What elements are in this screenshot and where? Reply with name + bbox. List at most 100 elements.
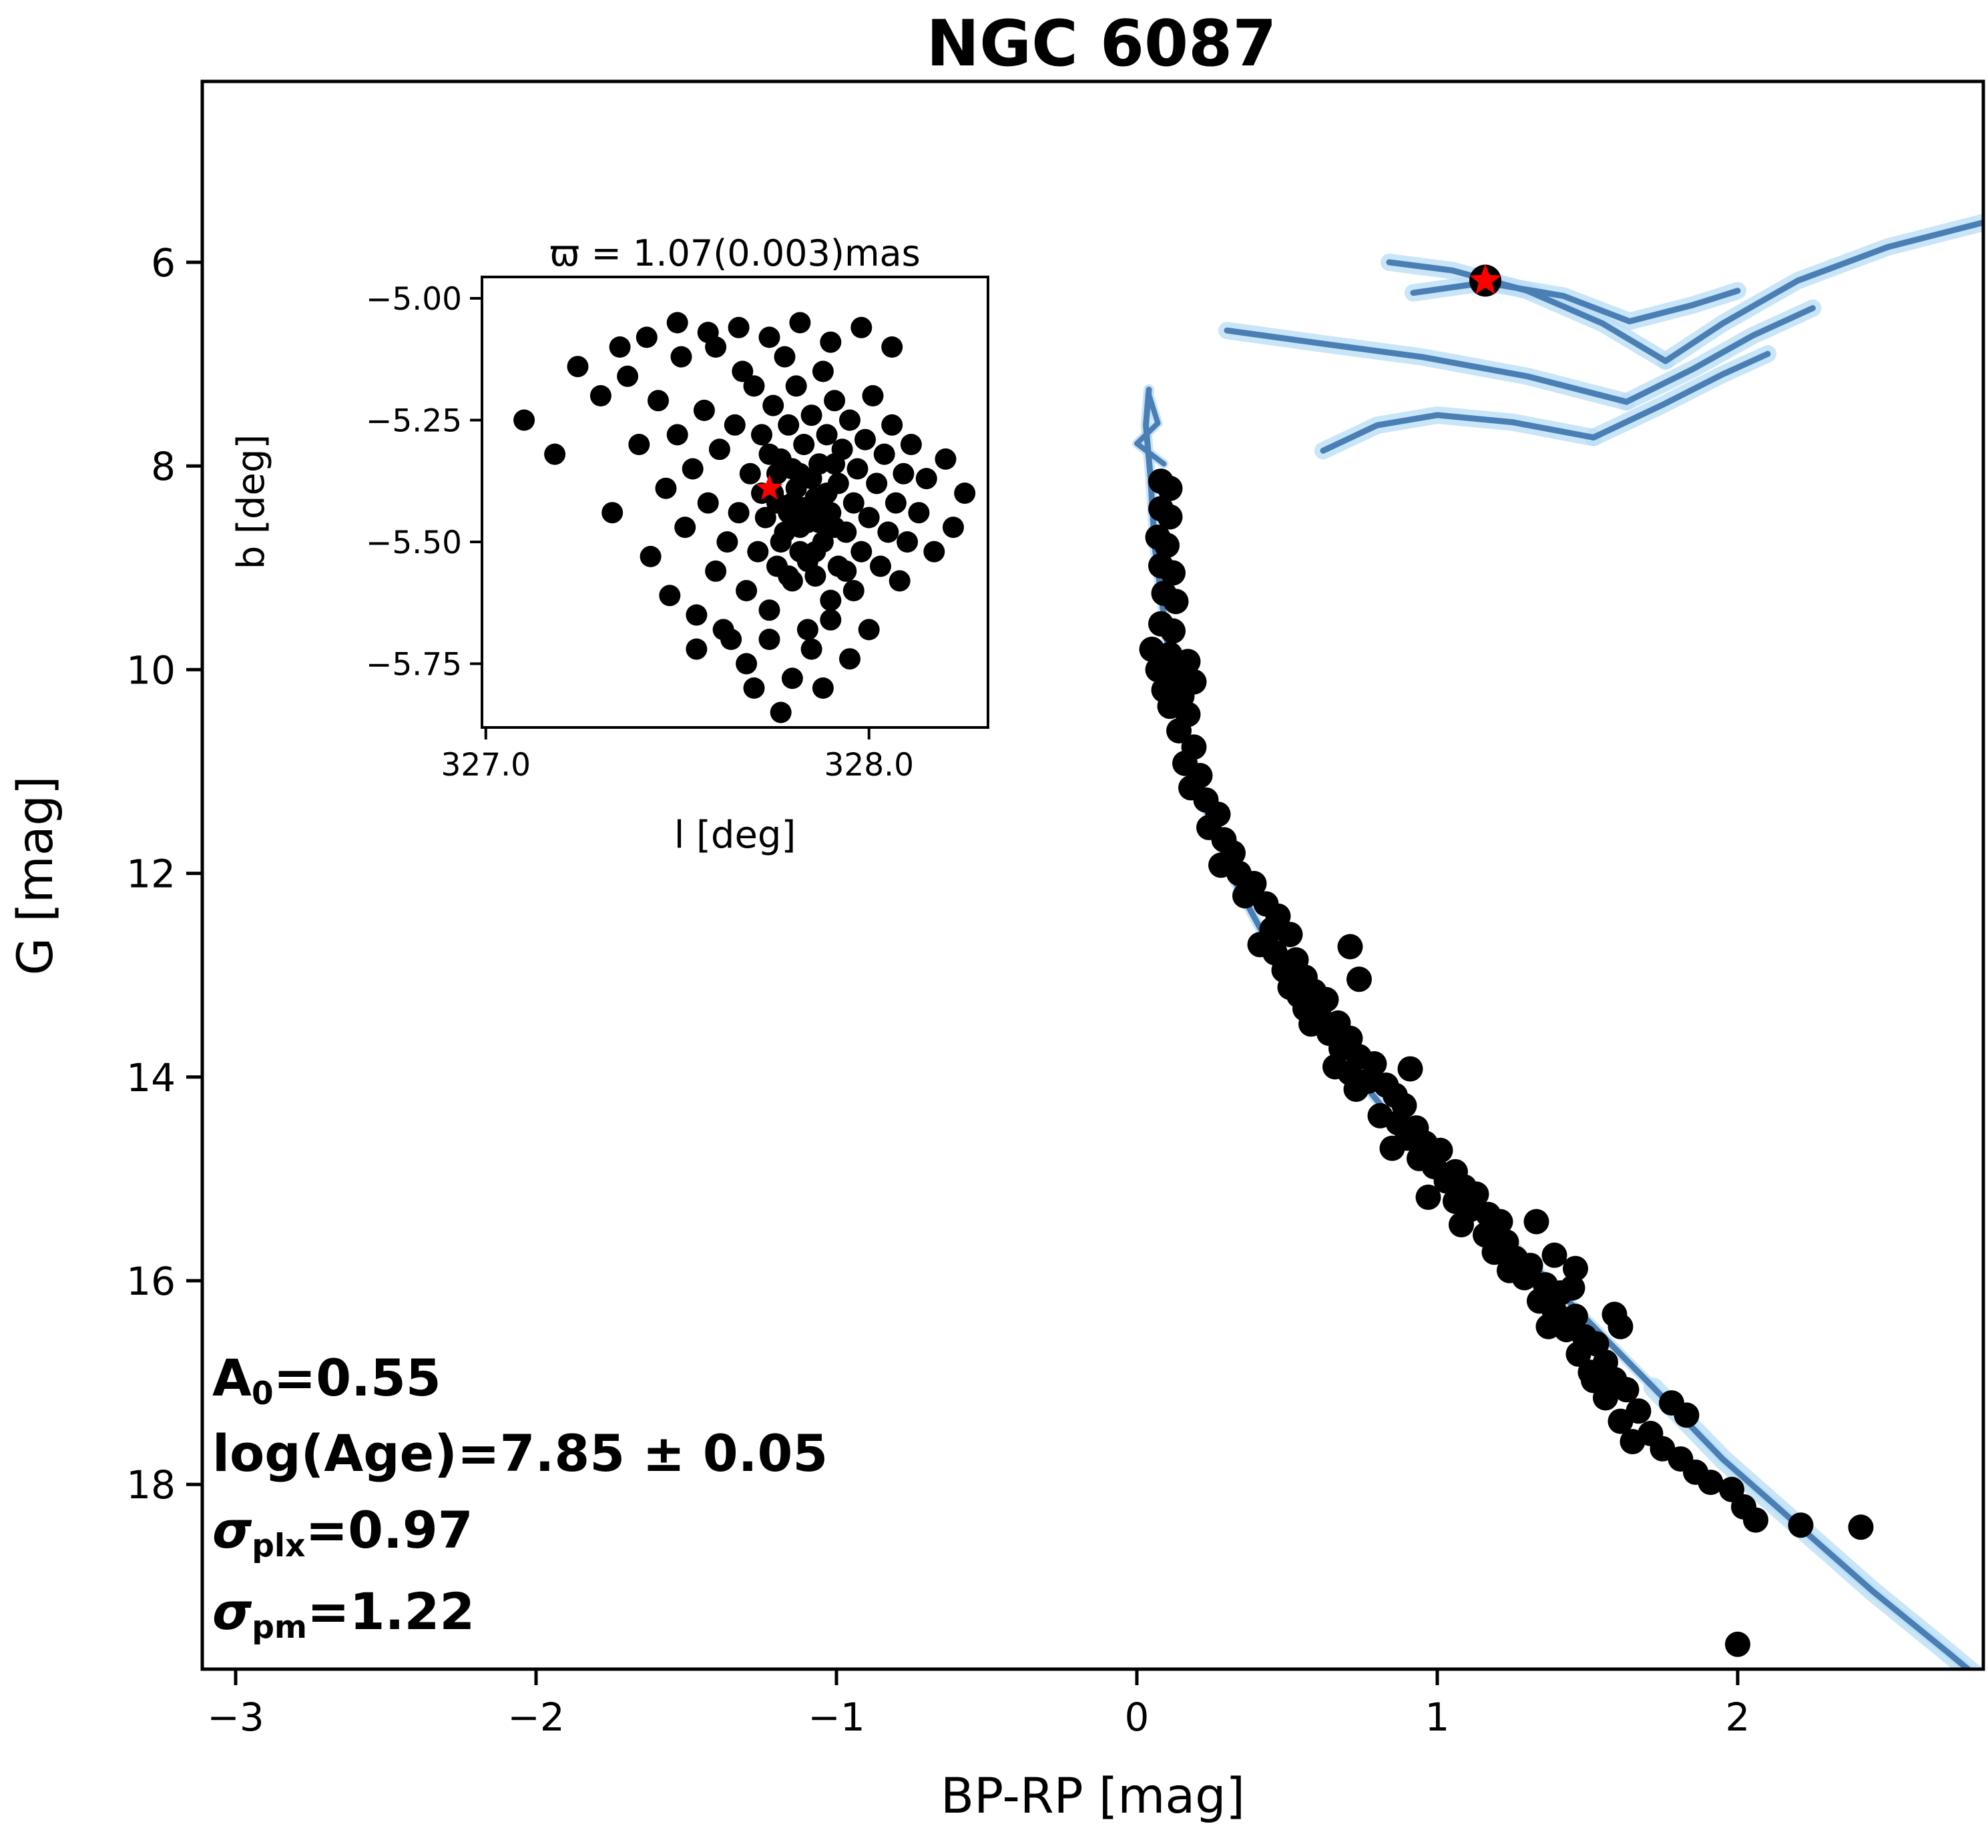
inset-member-point bbox=[682, 458, 704, 480]
annotation-value: =0.55 bbox=[273, 1348, 441, 1408]
member-star-point bbox=[1613, 1377, 1640, 1403]
inset-member-point bbox=[866, 473, 888, 495]
member-star-point bbox=[1337, 934, 1363, 960]
inset-member-point bbox=[908, 502, 930, 524]
inset-member-point bbox=[628, 434, 650, 455]
inset-frame bbox=[481, 276, 989, 729]
inset-member-point bbox=[954, 483, 976, 504]
member-star-point bbox=[1481, 1239, 1507, 1265]
inset-member-point bbox=[820, 589, 842, 611]
inset-member-point bbox=[770, 701, 792, 723]
inset-member-point bbox=[640, 545, 662, 567]
y-tick-label: 6 bbox=[151, 240, 176, 286]
inset-x-axis-label: l [deg] bbox=[674, 814, 796, 857]
inset-member-point bbox=[785, 477, 807, 499]
inset-member-point bbox=[567, 356, 589, 378]
inset-member-point bbox=[824, 517, 846, 539]
inset-member-point bbox=[693, 399, 715, 421]
inset-member-point bbox=[900, 434, 922, 455]
annotation-sigma-plx: σplx=0.97 bbox=[212, 1500, 473, 1564]
inset-member-point bbox=[774, 346, 796, 368]
inset-member-point bbox=[697, 322, 719, 344]
inset-y-tick-label: −5.50 bbox=[366, 525, 462, 561]
inset-member-point bbox=[758, 599, 780, 621]
inset-member-point bbox=[785, 375, 807, 397]
inset-member-point bbox=[793, 434, 815, 455]
inset-member-point bbox=[885, 492, 907, 514]
inset-member-point bbox=[736, 580, 758, 601]
isochrone-turnoff-hook-line bbox=[1134, 392, 1167, 467]
inset-member-point bbox=[804, 541, 826, 563]
member-star-point bbox=[1397, 1056, 1423, 1082]
inset-member-point bbox=[800, 404, 822, 426]
inset-member-point bbox=[636, 326, 658, 348]
annotation-sub: pm bbox=[252, 1609, 308, 1646]
main-axes-frame bbox=[200, 79, 1985, 1671]
inset-member-point bbox=[697, 492, 719, 514]
x-axis-label: BP-RP [mag] bbox=[941, 1768, 1245, 1825]
y-tick-label: 10 bbox=[126, 647, 176, 693]
inset-member-point bbox=[739, 463, 761, 485]
inset-member-point bbox=[758, 629, 780, 650]
annotation-log-age: log(Age)=7.85 ± 0.05 bbox=[212, 1424, 828, 1488]
inset-member-point bbox=[778, 414, 800, 436]
inset-member-point bbox=[778, 565, 800, 587]
member-star-point bbox=[1593, 1385, 1618, 1411]
member-star-point bbox=[1154, 533, 1180, 559]
member-star-point bbox=[1848, 1514, 1874, 1540]
inset-members-scatter bbox=[513, 312, 976, 723]
main-plot-frame bbox=[200, 79, 1985, 1671]
inset-member-point bbox=[789, 517, 811, 539]
inset-member-point bbox=[923, 541, 945, 563]
member-star-point bbox=[1166, 718, 1192, 743]
x-tick-label: 1 bbox=[1425, 1695, 1450, 1740]
y-tick-label: 14 bbox=[126, 1055, 176, 1101]
x-tick-label: 2 bbox=[1726, 1695, 1750, 1740]
inset-y-tick-label: −5.00 bbox=[366, 281, 462, 318]
member-star-point bbox=[1607, 1313, 1634, 1339]
inset-background bbox=[482, 277, 988, 727]
member-star-point bbox=[1415, 1184, 1441, 1210]
inset-member-point bbox=[935, 448, 957, 470]
inset-member-point bbox=[743, 677, 765, 699]
inset-member-point bbox=[793, 497, 815, 519]
annotation-sigma-pm: σpm=1.22 bbox=[212, 1582, 475, 1646]
inset-member-point bbox=[870, 555, 891, 577]
inset-member-point bbox=[728, 502, 750, 524]
inset-member-point bbox=[781, 458, 803, 480]
member-star-point bbox=[1541, 1242, 1567, 1268]
inset-member-point bbox=[766, 492, 788, 514]
sky-position-inset: 327.0 328.0 −5.00 −5.25 −5.50 −5.75 bbox=[366, 276, 989, 784]
inset-x-tick-label: 328.0 bbox=[824, 747, 914, 784]
isochrone-mid-giant-line bbox=[1624, 305, 1816, 405]
member-star-point bbox=[1232, 883, 1258, 909]
inset-member-point bbox=[800, 468, 822, 490]
isochrone-main-sequence-band bbox=[1140, 384, 1977, 1669]
member-star-point bbox=[1725, 1631, 1750, 1657]
inset-member-point bbox=[789, 312, 811, 334]
inset-member-point bbox=[873, 443, 895, 465]
inset-member-point bbox=[820, 609, 842, 631]
inset-member-point bbox=[839, 409, 860, 431]
inset-y-tick-label: −5.25 bbox=[366, 403, 462, 440]
inset-member-point bbox=[743, 375, 765, 397]
inset-member-point bbox=[881, 414, 903, 436]
inset-member-point bbox=[732, 360, 754, 382]
y-tick-label: 16 bbox=[126, 1259, 176, 1304]
inset-member-point bbox=[846, 458, 868, 480]
inset-member-point bbox=[796, 619, 818, 641]
inset-member-point bbox=[770, 531, 792, 553]
y-tick-label: 18 bbox=[126, 1462, 176, 1508]
inset-member-point bbox=[835, 560, 857, 582]
inset-member-point bbox=[812, 677, 834, 699]
inset-member-point bbox=[816, 424, 838, 446]
inset-member-point bbox=[686, 638, 708, 660]
inset-member-point bbox=[800, 638, 822, 660]
inset-member-point bbox=[736, 653, 758, 675]
inset-member-point bbox=[812, 360, 834, 382]
isochrone-old-giant-line bbox=[1590, 350, 1771, 440]
inset-member-point bbox=[754, 507, 776, 529]
member-star-point bbox=[1343, 1076, 1369, 1103]
inset-member-point bbox=[716, 531, 738, 553]
inset-center-star-glyph bbox=[756, 474, 783, 500]
